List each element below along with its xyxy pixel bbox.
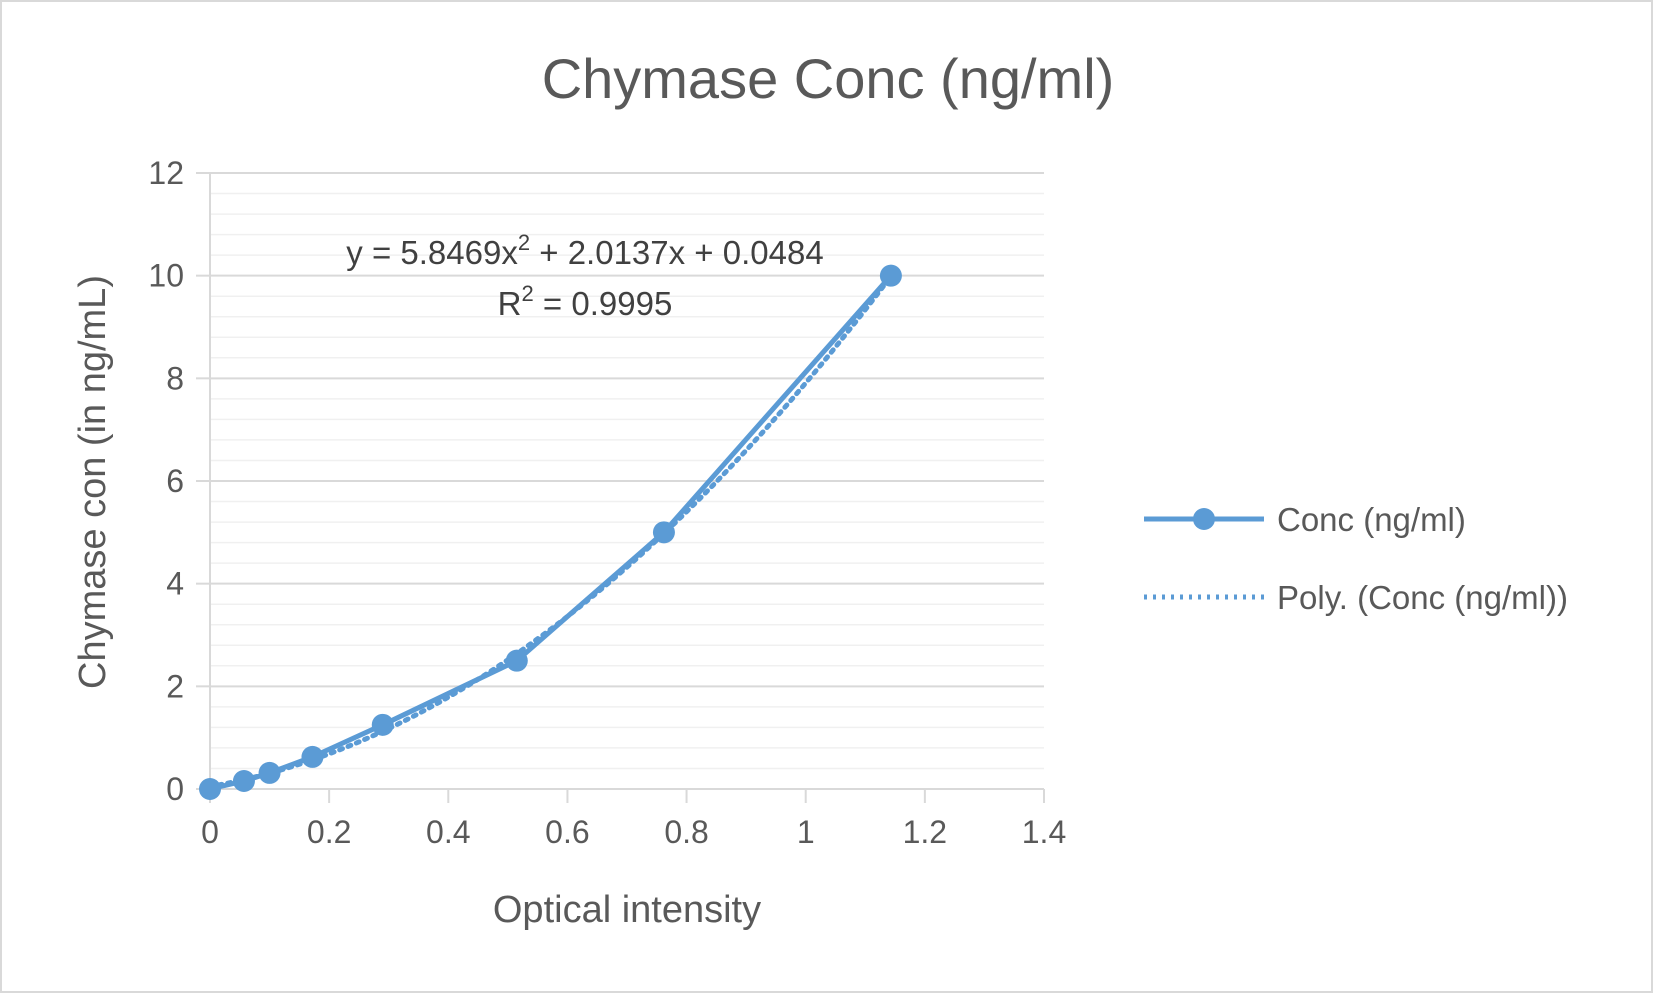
x-tick-label: 1 xyxy=(797,814,815,850)
data-point xyxy=(505,649,528,672)
y-tick-label: 6 xyxy=(166,463,184,499)
y-tick-label: 2 xyxy=(166,668,184,704)
y-tick-label: 10 xyxy=(148,258,184,294)
x-tick-label: 1.4 xyxy=(1022,814,1066,850)
trendline-equation: y = 5.8469x2 + 2.0137x + 0.0484 xyxy=(346,230,823,271)
legend: Conc (ng/ml) Poly. (Conc (ng/ml)) xyxy=(1144,501,1568,616)
y-tick-label: 8 xyxy=(166,360,184,396)
major-gridlines xyxy=(210,172,1044,790)
data-point xyxy=(652,521,675,544)
data-series xyxy=(199,264,902,800)
r-squared-label: R2 = 0.9995 xyxy=(498,281,673,322)
x-tick-label: 0.2 xyxy=(307,814,351,850)
r2-rest: = 0.9995 xyxy=(534,285,673,322)
data-point xyxy=(371,713,394,736)
x-tick-label: 0 xyxy=(201,814,219,850)
legend-marker-conc xyxy=(1193,508,1215,530)
equation-rest: + 2.0137x + 0.0484 xyxy=(530,234,824,271)
equation-main: y = 5.8469x xyxy=(346,234,518,271)
y-axis-ticks: 0 2 4 6 8 10 12 xyxy=(148,155,210,807)
y-tick-label: 4 xyxy=(166,566,184,602)
equation-superscript: 2 xyxy=(518,230,530,255)
chart-title: Chymase Conc (ng/ml) xyxy=(542,47,1115,110)
x-tick-label: 0.6 xyxy=(545,814,589,850)
data-point xyxy=(301,745,324,768)
x-axis-title: Optical intensity xyxy=(493,889,761,931)
legend-label-conc: Conc (ng/ml) xyxy=(1277,501,1466,538)
y-tick-label: 12 xyxy=(148,155,184,191)
trendline-series xyxy=(207,273,894,789)
data-point xyxy=(258,761,281,784)
legend-item-conc: Conc (ng/ml) xyxy=(1144,501,1466,538)
legend-item-poly: Poly. (Conc (ng/ml)) xyxy=(1144,579,1568,616)
y-axis-title: Chymase con (in ng/mL) xyxy=(72,275,114,689)
data-point xyxy=(232,769,255,792)
data-point xyxy=(879,264,902,287)
x-tick-label: 0.4 xyxy=(426,814,470,850)
data-point xyxy=(199,778,221,800)
x-axis-ticks: 0 0.2 0.4 0.6 0.8 1 1.2 1.4 xyxy=(201,789,1066,850)
x-tick-label: 0.8 xyxy=(664,814,708,850)
series-line-conc xyxy=(209,274,893,792)
y-tick-label: 0 xyxy=(166,771,184,807)
x-tick-label: 1.2 xyxy=(903,814,947,850)
trendline-curve xyxy=(207,273,894,789)
r2-main: R xyxy=(498,285,522,322)
legend-label-poly: Poly. (Conc (ng/ml)) xyxy=(1277,579,1568,616)
r2-superscript: 2 xyxy=(522,281,534,306)
